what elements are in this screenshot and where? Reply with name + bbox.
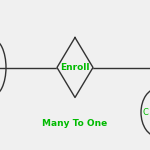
- Text: Enroll: Enroll: [60, 63, 90, 72]
- Text: C: C: [142, 108, 148, 117]
- Text: Many To One: Many To One: [42, 118, 108, 127]
- Polygon shape: [57, 38, 93, 98]
